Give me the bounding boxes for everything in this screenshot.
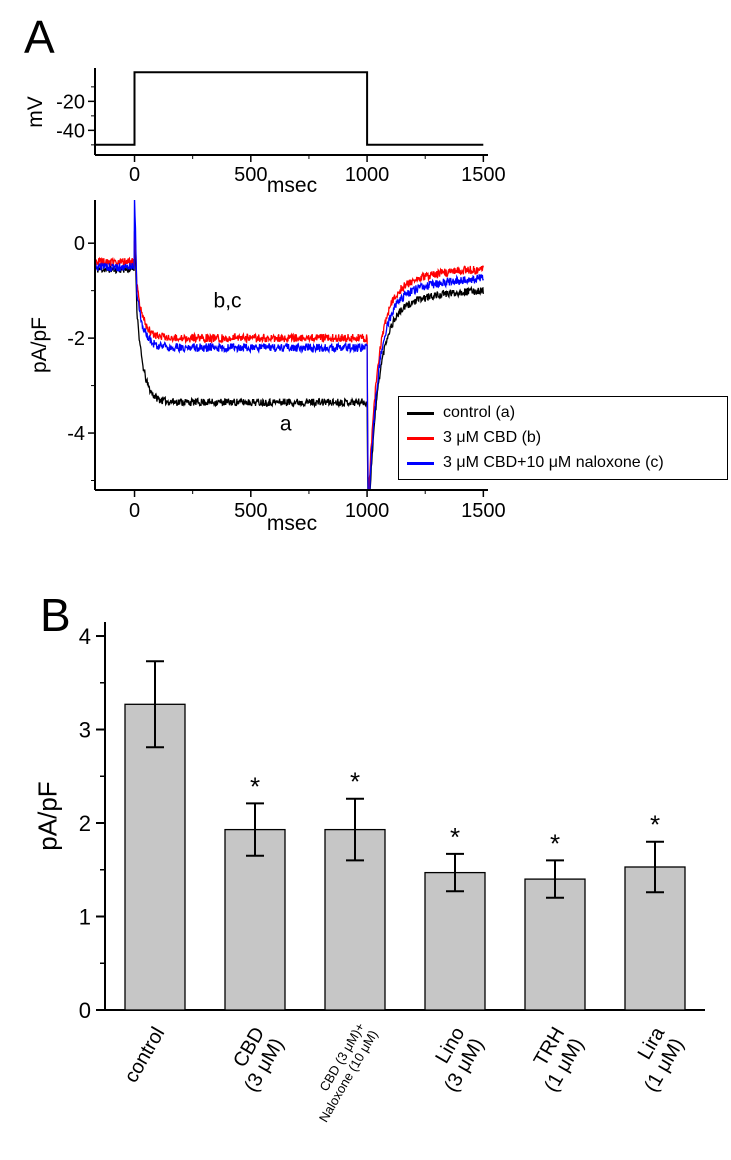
bar-y-tick-label: 0 <box>79 998 91 1023</box>
current-trace-2 <box>95 200 484 490</box>
significance-marker: * <box>350 767 360 797</box>
protocol-x-tick-label: 0 <box>129 164 140 186</box>
voltage-protocol-chart: 0 500 1000 1500 -20 -40 <box>56 68 506 186</box>
protocol-x-axis-label: msec <box>266 174 318 197</box>
bar-category-label: CBD (3 μM)+Naloxone (10 μM) <box>303 1020 381 1125</box>
bar-3 <box>424 871 486 1011</box>
bar-1 <box>224 828 286 1011</box>
traces-y-axis-label: pA/pF <box>28 316 51 374</box>
traces-y-tick-label: -4 <box>67 423 85 445</box>
traces-y-tick-label: -2 <box>67 328 85 350</box>
bar-0 <box>124 703 186 1011</box>
traces-x-tick-label: 1000 <box>345 500 390 522</box>
protocol-y-tick-label: -40 <box>56 120 85 142</box>
legend-label-cbd-naloxone: 3 μM CBD+10 μM naloxone (c) <box>443 454 664 471</box>
cbd-naloxone-line-swatch <box>407 461 434 465</box>
current-trace-1 <box>95 231 484 490</box>
control-line-swatch <box>407 411 434 415</box>
summary-bar-chart: 0 1 2 3 4 control * CBD(3 μM) * CBD (3 μM)+Naloxo… <box>79 622 705 1125</box>
voltage-step-trace <box>95 71 484 146</box>
significance-marker: * <box>250 771 260 801</box>
current-traces-chart: 0 500 1000 1500 0 -2 -4 b,c a <box>67 200 506 522</box>
traces-x-tick-label: 1500 <box>461 500 506 522</box>
trace-legend: control (a) 3 μM CBD (b) 3 μM CBD+10 μM … <box>398 396 728 480</box>
protocol-x-tick-label: 500 <box>234 164 267 186</box>
traces-group <box>95 200 484 490</box>
legend-item-control: control (a) <box>407 402 719 424</box>
legend-label-control: control (a) <box>443 404 516 421</box>
current-trace-0 <box>95 240 484 490</box>
significance-marker: * <box>450 822 460 852</box>
protocol-y-axis-label: mV <box>24 96 47 128</box>
bar-y-tick-label: 4 <box>79 624 91 649</box>
legend-item-cbd-naloxone: 3 μM CBD+10 μM naloxone (c) <box>407 452 719 474</box>
bar-4 <box>524 878 586 1011</box>
legend-label-cbd: 3 μM CBD (b) <box>443 429 542 446</box>
trace-annotation: b,c <box>214 289 242 312</box>
bar-category-label: TRH(1 μM) <box>521 1024 588 1096</box>
bar-category-label: control <box>120 1024 169 1087</box>
trace-annotation: a <box>280 413 292 436</box>
bar-y-tick-label: 1 <box>79 905 91 930</box>
legend-item-cbd: 3 μM CBD (b) <box>407 427 719 449</box>
protocol-x-tick-label: 1000 <box>345 164 390 186</box>
significance-marker: * <box>550 828 560 858</box>
bar-category-label: Lira(1 μM) <box>621 1023 689 1096</box>
protocol-y-tick-label: -20 <box>56 91 85 113</box>
panel-b-label: B <box>40 589 71 641</box>
traces-x-axis-label: msec <box>266 512 318 535</box>
bar-y-axis-label: pA/pF <box>32 781 63 851</box>
traces-x-tick-label: 500 <box>234 500 267 522</box>
significance-marker: * <box>650 810 660 840</box>
traces-x-tick-label: 0 <box>129 500 140 522</box>
bar-category-label: Lino(3 μM) <box>421 1024 488 1096</box>
bar-y-tick-label: 3 <box>79 718 91 743</box>
protocol-x-tick-label: 1500 <box>461 164 506 186</box>
cbd-line-swatch <box>407 436 434 440</box>
panel-a-label: A <box>24 11 55 63</box>
bar-category-label: CBD(3 μM) <box>221 1024 288 1096</box>
traces-y-tick-label: 0 <box>74 233 85 255</box>
bar-y-tick-label: 2 <box>79 811 91 836</box>
